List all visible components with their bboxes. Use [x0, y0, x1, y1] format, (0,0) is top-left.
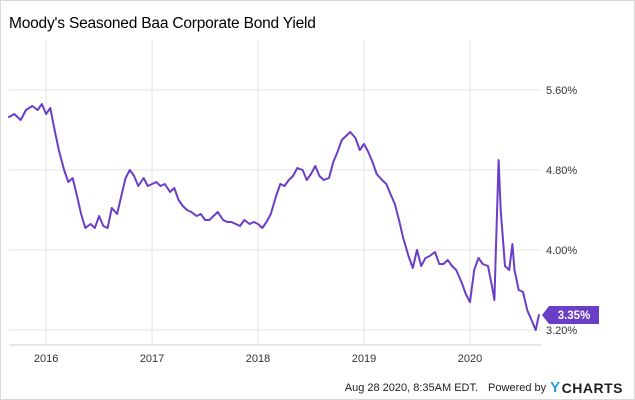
x-tick-label: 2020	[458, 353, 482, 365]
footer-powered-by: Powered by	[488, 381, 547, 394]
x-tick-label: 2016	[34, 353, 58, 365]
y-tick-label: 4.80%	[546, 165, 577, 177]
x-tick-label: 2019	[352, 353, 376, 365]
footer-timestamp: Aug 28 2020, 8:35AM EDT.	[344, 381, 479, 394]
y-tick-label: 4.00%	[546, 245, 577, 257]
y-tick-label: 3.20%	[546, 325, 577, 337]
grid-layer	[9, 40, 541, 345]
ycharts-logo-y: Y	[550, 379, 561, 396]
series-line	[8, 103, 540, 331]
x-tick-label: 2018	[246, 353, 270, 365]
x-axis: 2016 2017 2018 2019 2020	[9, 344, 541, 365]
last-value-badge-shape	[542, 306, 599, 324]
ycharts-logo[interactable]: Y CHARTS	[550, 379, 623, 396]
ycharts-logo-text: CHARTS	[561, 379, 623, 396]
y-tick-label: 5.60%	[546, 85, 577, 97]
chart-title: Moody's Seasoned Baa Corporate Bond Yiel…	[9, 15, 316, 32]
x-tick-label: 2017	[140, 353, 164, 365]
y-axis: 3.20% 4.00% 4.80% 5.60%	[546, 85, 577, 337]
last-value-badge: 3.35%	[542, 306, 599, 324]
last-value-label: 3.35%	[558, 310, 591, 322]
footer: Aug 28 2020, 8:35AM EDT. Powered by Y CH…	[345, 379, 623, 396]
